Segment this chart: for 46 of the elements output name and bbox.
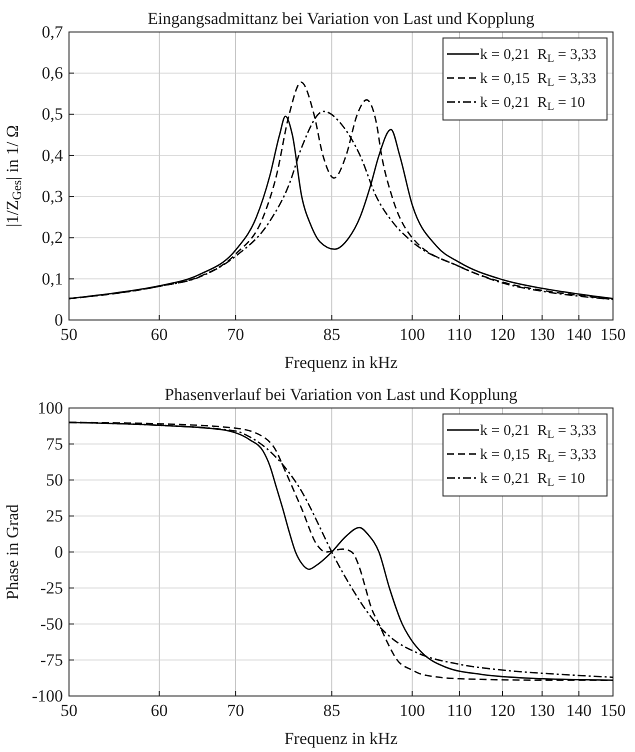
y-tick-label: 0,1 (42, 269, 63, 288)
y-axis-title: Phase in Grad (3, 504, 22, 600)
y-tick-label: 75 (46, 434, 63, 454)
legend-label: k = 0,15 R$_{L}$ = 3,33 (480, 447, 596, 465)
x-axis-title: Frequenz in kHz (284, 353, 398, 372)
y-tick-label: 0,3 (42, 187, 63, 206)
chart-title: Eingangsadmittanz bei Variation von Last und Kopplung (148, 9, 535, 28)
y-tick-label: -100 (32, 686, 63, 706)
legend-label: k = 0,21 R$_{L}$ = 10 (480, 471, 586, 489)
x-tick-label: 110 (446, 325, 472, 344)
y-tick-label: 100 (38, 398, 63, 418)
y-tick-label: 0,2 (42, 228, 63, 248)
x-tick-label: 130 (529, 701, 555, 720)
x-tick-label: 130 (529, 325, 555, 344)
legend-label: k = 0,15 R$_{L}$ = 3,33 (480, 71, 596, 89)
y-tick-label: -25 (40, 578, 63, 598)
x-tick-label: 100 (399, 325, 425, 344)
x-tick-label: 70 (227, 325, 244, 344)
legend-label: k = 0,21 R$_{L}$ = 10 (480, 95, 586, 113)
y-tick-label: 50 (46, 470, 63, 490)
x-tick-label: 60 (150, 325, 168, 344)
x-tick-label: 110 (446, 701, 472, 720)
x-tick-label: 100 (399, 701, 425, 720)
x-tick-label: 140 (566, 325, 592, 344)
chart-title: Phasenverlauf bei Variation von Last und Kopplung (164, 385, 518, 404)
y-tick-label: 0 (54, 310, 63, 330)
x-tick-label: 140 (566, 701, 592, 720)
y-tick-label: 0,4 (42, 146, 64, 165)
y-tick-label: 0,5 (42, 104, 63, 124)
y-tick-label: 0,7 (42, 22, 64, 42)
y-tick-label: -50 (40, 614, 63, 634)
y-tick-label: 0,6 (42, 64, 63, 83)
x-tick-label: 120 (490, 325, 516, 344)
legend-label: k = 0,21 R$_{L}$ = 3,33 (480, 423, 596, 441)
legend-label: k = 0,21 R$_{L}$ = 3,33 (480, 47, 596, 65)
x-axis-title: Frequenz in kHz (284, 729, 398, 748)
x-tick-label: 120 (490, 701, 516, 720)
x-tick-label: 70 (227, 701, 244, 720)
y-tick-label: -75 (40, 650, 63, 670)
y-tick-label: 25 (46, 506, 63, 526)
x-tick-label: 85 (323, 325, 340, 344)
x-tick-label: 150 (600, 325, 626, 344)
x-tick-label: 60 (150, 701, 168, 720)
x-tick-label: 85 (323, 701, 340, 720)
y-tick-label: 0 (54, 542, 63, 562)
x-tick-label: 150 (600, 701, 626, 720)
